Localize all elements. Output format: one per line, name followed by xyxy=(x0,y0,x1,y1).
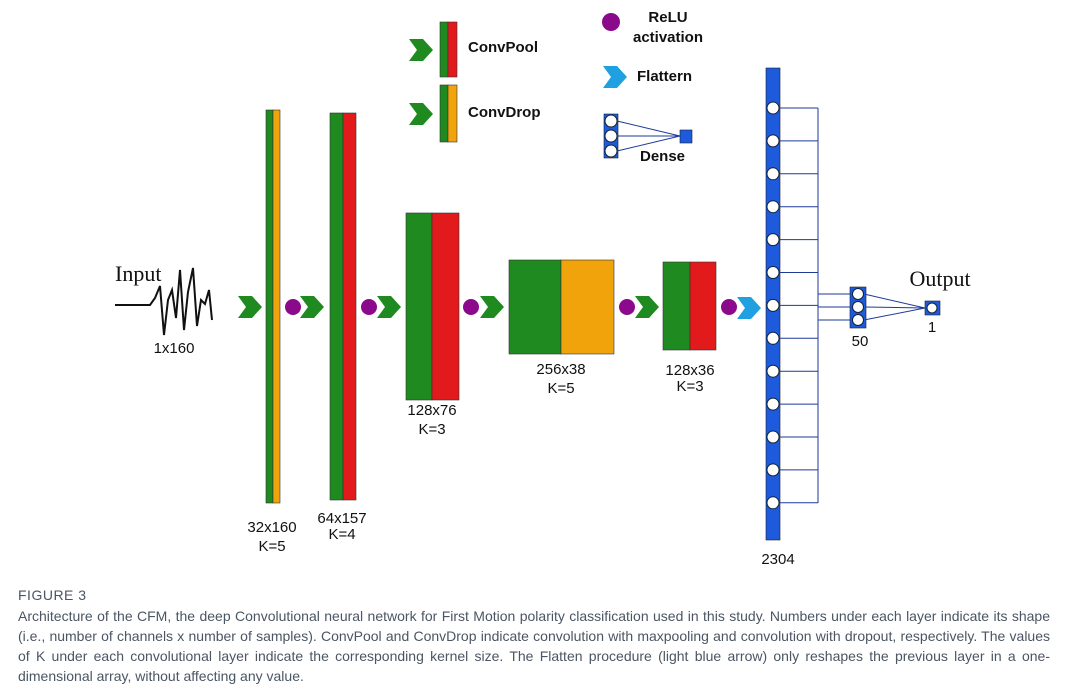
output-size: 1 xyxy=(928,319,936,336)
layer-block xyxy=(265,109,274,504)
flatten-node xyxy=(766,266,780,279)
layer-shape: 64x157 xyxy=(317,510,366,527)
layer-block xyxy=(662,261,691,351)
flatten-node xyxy=(766,331,780,345)
layer-block xyxy=(689,261,717,351)
layer-kernel: K=5 xyxy=(547,380,574,397)
layer-block xyxy=(508,259,562,355)
flatten-node xyxy=(766,463,780,477)
input-label: Input xyxy=(115,261,161,286)
caption-text: Architecture of the CFM, the deep Convol… xyxy=(18,608,1050,684)
conv-arrow xyxy=(635,296,659,318)
flatten-node xyxy=(766,233,780,247)
layer-block xyxy=(431,212,460,401)
caption-label: FIGURE 3 xyxy=(18,587,87,603)
legend-label: Dense xyxy=(640,148,685,165)
flatten-size: 2304 xyxy=(761,551,794,568)
layer-shape: 256x38 xyxy=(536,361,585,378)
relu-dots xyxy=(285,299,737,315)
layer-kernel: K=3 xyxy=(676,378,703,395)
dense-nodes xyxy=(852,288,864,326)
pool-bar xyxy=(447,21,458,78)
conv-arrow xyxy=(409,103,433,125)
layer-block xyxy=(560,259,615,355)
legend-label: Flattern xyxy=(637,68,692,85)
flatten-arrow xyxy=(603,66,627,88)
flatten-node xyxy=(766,298,780,312)
flatten-node xyxy=(766,364,780,378)
conv-arrow xyxy=(480,296,504,318)
flatten-node xyxy=(766,167,780,181)
connectors xyxy=(818,293,926,321)
waveform xyxy=(115,267,213,336)
flatten-node xyxy=(766,397,780,411)
relu-dot xyxy=(602,13,620,31)
conv-bar xyxy=(439,21,449,78)
conv-bar xyxy=(439,84,449,143)
dense-icon xyxy=(604,114,618,158)
input-shape: 1x160 xyxy=(154,340,195,357)
flatten-node xyxy=(766,134,780,148)
legend-label: ConvDrop xyxy=(468,104,541,121)
output-label: Output xyxy=(909,266,970,291)
flatten-node xyxy=(766,496,780,510)
layer-block xyxy=(272,109,281,504)
flatten-node xyxy=(766,200,780,214)
legend-label: ReLU xyxy=(648,9,687,26)
legend: ConvPool ConvDrop ReLU activation Flatte… xyxy=(409,9,703,165)
dense-icon xyxy=(679,129,693,144)
flatten-arrow xyxy=(737,297,761,319)
dense-size: 50 xyxy=(852,333,869,350)
conv-arrow xyxy=(377,296,401,318)
layer-kernel: K=3 xyxy=(418,421,445,438)
flatten-node xyxy=(766,430,780,444)
flatten-node xyxy=(766,101,780,115)
diagram: ConvPool ConvDrop ReLU activation Flatte… xyxy=(115,9,971,568)
conv-arrow xyxy=(409,39,433,61)
layers xyxy=(265,109,717,504)
layer-shape: 32x160 xyxy=(247,519,296,536)
conv-arrow xyxy=(238,296,262,318)
conv-arrow xyxy=(300,296,324,318)
layer-kernel: K=5 xyxy=(258,538,285,555)
drop-bar xyxy=(447,84,458,143)
dense-icon xyxy=(616,120,681,152)
layer-shape: 128x76 xyxy=(407,402,456,419)
legend-label: ConvPool xyxy=(468,39,538,56)
layer-kernel: K=4 xyxy=(328,526,355,543)
output-node xyxy=(926,302,938,314)
layer-block xyxy=(329,112,344,501)
layer-block xyxy=(342,112,357,501)
legend-label: activation xyxy=(633,29,703,46)
layer-block xyxy=(405,212,433,401)
flatten-nodes xyxy=(766,101,818,510)
layer-shape: 128x36 xyxy=(665,362,714,379)
